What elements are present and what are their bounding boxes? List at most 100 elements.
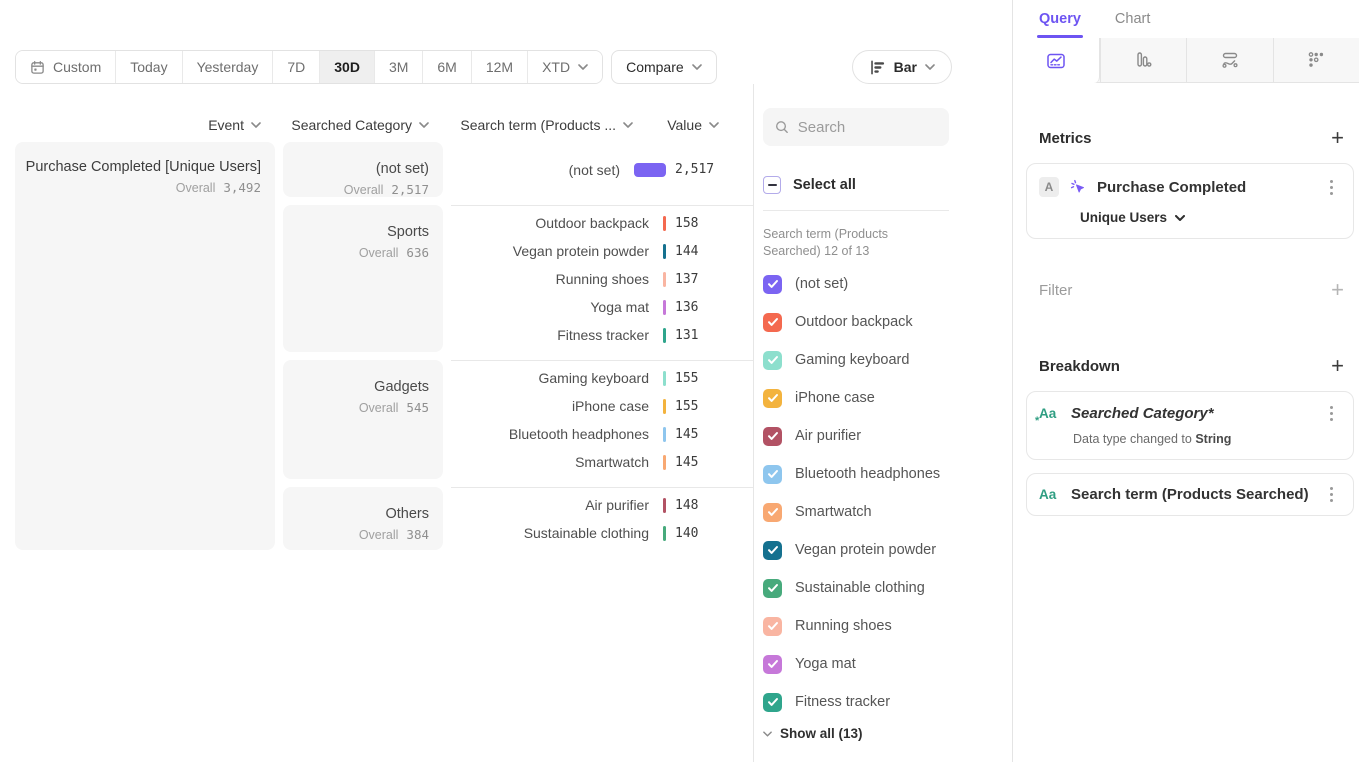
term-filter-label: Running shoes xyxy=(795,618,892,634)
term-filter-item[interactable]: (not set) xyxy=(763,265,949,303)
colored-checkbox xyxy=(763,351,782,370)
show-all-button[interactable]: Show all (13) xyxy=(763,726,949,741)
tab-flows[interactable] xyxy=(1186,38,1273,82)
colored-checkbox xyxy=(763,503,782,522)
term-label: Smartwatch xyxy=(451,454,649,470)
term-row[interactable]: Smartwatch145 xyxy=(451,448,753,476)
event-overall-value: 3,492 xyxy=(223,180,261,195)
select-all-checkbox[interactable]: Select all xyxy=(763,176,949,194)
add-breakdown-button[interactable]: + xyxy=(1331,355,1344,377)
string-property-icon: Aa* xyxy=(1039,406,1061,421)
value-bar xyxy=(663,498,666,513)
tab-retention[interactable] xyxy=(1273,38,1359,82)
term-row[interactable]: Air purifier148 xyxy=(451,491,753,519)
column-header-term[interactable]: Search term (Products ... xyxy=(451,117,633,133)
range-xtd[interactable]: XTD xyxy=(528,51,602,83)
metric-menu-button[interactable] xyxy=(1330,186,1333,189)
chevron-down-icon xyxy=(251,122,261,128)
metric-card[interactable]: A Purchase Completed Unique Users xyxy=(1026,163,1354,239)
term-filter-item[interactable]: Smartwatch xyxy=(763,493,949,531)
analytics-app: CustomTodayYesterday7D30D3M6M12MXTD Comp… xyxy=(0,0,1359,762)
tab-query[interactable]: Query xyxy=(1039,11,1081,38)
chart-type-label: Bar xyxy=(894,59,917,75)
search-input[interactable] xyxy=(798,119,937,136)
term-label: Running shoes xyxy=(451,271,649,287)
term-label: Vegan protein powder xyxy=(451,243,649,259)
term-row[interactable]: Outdoor backpack158 xyxy=(451,209,753,237)
term-filter-item[interactable]: iPhone case xyxy=(763,379,949,417)
category-overall-value: 384 xyxy=(406,527,429,542)
term-value: 2,517 xyxy=(675,162,719,177)
tab-chart[interactable]: Chart xyxy=(1115,11,1150,38)
term-row[interactable]: Sustainable clothing140 xyxy=(451,519,753,547)
breakdown-card[interactable]: Aa Search term (Products Searched) xyxy=(1026,473,1354,516)
event-card[interactable]: Purchase Completed [Unique Users] Overal… xyxy=(15,142,275,550)
range-7d[interactable]: 7D xyxy=(273,51,320,83)
term-row[interactable]: Fitness tracker131 xyxy=(451,321,753,349)
term-filter-item[interactable]: Sustainable clothing xyxy=(763,569,949,607)
term-filter-item[interactable]: Air purifier xyxy=(763,417,949,455)
term-row[interactable]: (not set)2,517 xyxy=(451,156,753,184)
date-range-control: CustomTodayYesterday7D30D3M6M12MXTD xyxy=(15,50,603,84)
tab-bar-report[interactable] xyxy=(1100,38,1187,82)
breakdown-title: Breakdown xyxy=(1039,358,1120,375)
term-row[interactable]: Running shoes137 xyxy=(451,265,753,293)
flows-icon xyxy=(1219,49,1241,71)
term-filter-item[interactable]: Yoga mat xyxy=(763,645,949,683)
term-filter-item[interactable]: Vegan protein powder xyxy=(763,531,949,569)
term-filter-label: Vegan protein powder xyxy=(795,542,936,558)
category-name: Others xyxy=(385,506,429,522)
term-row[interactable]: Bluetooth headphones145 xyxy=(451,420,753,448)
term-row[interactable]: Vegan protein powder144 xyxy=(451,237,753,265)
column-header-event[interactable]: Event xyxy=(15,117,275,133)
range-30d[interactable]: 30D xyxy=(320,51,375,83)
toolbar: CustomTodayYesterday7D30D3M6M12MXTD Comp… xyxy=(15,50,952,84)
term-value: 136 xyxy=(675,300,719,315)
range-12m[interactable]: 12M xyxy=(472,51,528,83)
term-row[interactable]: Yoga mat136 xyxy=(451,293,753,321)
value-bar xyxy=(663,399,666,414)
column-header-value[interactable]: Value xyxy=(633,117,719,133)
colored-checkbox xyxy=(763,313,782,332)
breakdown-menu-button[interactable] xyxy=(1330,493,1333,496)
term-row[interactable]: iPhone case155 xyxy=(451,392,753,420)
range-3m[interactable]: 3M xyxy=(375,51,423,83)
compare-button[interactable]: Compare xyxy=(611,50,717,84)
category-card[interactable]: OthersOverall384 xyxy=(283,487,443,550)
term-filter-item[interactable]: Gaming keyboard xyxy=(763,341,949,379)
term-filter-item[interactable]: Running shoes xyxy=(763,607,949,645)
overall-label: Overall xyxy=(344,183,384,197)
chevron-down-icon xyxy=(709,122,719,128)
tab-insights[interactable] xyxy=(1013,38,1100,83)
measure-selector[interactable]: Unique Users xyxy=(1080,210,1341,225)
range-yesterday[interactable]: Yesterday xyxy=(183,51,274,83)
chart-type-button[interactable]: Bar xyxy=(852,50,952,84)
value-bar xyxy=(663,427,666,442)
range-custom[interactable]: Custom xyxy=(16,51,116,83)
term-value: 155 xyxy=(675,371,719,386)
term-row[interactable]: Gaming keyboard155 xyxy=(451,364,753,392)
term-filter-item[interactable]: Outdoor backpack xyxy=(763,303,949,341)
category-card[interactable]: (not set)Overall2,517 xyxy=(283,142,443,197)
breakdown-card[interactable]: Aa* Searched Category* Data type changed… xyxy=(1026,391,1354,460)
term-filter-item[interactable]: Bluetooth headphones xyxy=(763,455,949,493)
category-card[interactable]: SportsOverall636 xyxy=(283,205,443,352)
category-card[interactable]: GadgetsOverall545 xyxy=(283,360,443,479)
colored-checkbox xyxy=(763,541,782,560)
add-metric-button[interactable]: + xyxy=(1331,127,1344,149)
range-today[interactable]: Today xyxy=(116,51,182,83)
term-filter-item[interactable]: Fitness tracker xyxy=(763,683,949,721)
add-filter-button[interactable]: + xyxy=(1331,279,1344,301)
colored-checkbox xyxy=(763,617,782,636)
term-label: Bluetooth headphones xyxy=(451,426,649,442)
breakdown-menu-button[interactable] xyxy=(1330,412,1333,415)
term-filter-label: iPhone case xyxy=(795,390,875,406)
metrics-title: Metrics xyxy=(1039,130,1092,147)
column-header-category[interactable]: Searched Category xyxy=(283,117,443,133)
range-6m[interactable]: 6M xyxy=(423,51,471,83)
metric-letter-badge: A xyxy=(1039,177,1059,197)
category-group: (not set)Overall2,517 (not set)2,517 xyxy=(283,142,753,197)
sidebar-tabs: Query Chart xyxy=(1013,0,1359,38)
search-box xyxy=(763,108,949,146)
value-bar xyxy=(634,163,666,177)
